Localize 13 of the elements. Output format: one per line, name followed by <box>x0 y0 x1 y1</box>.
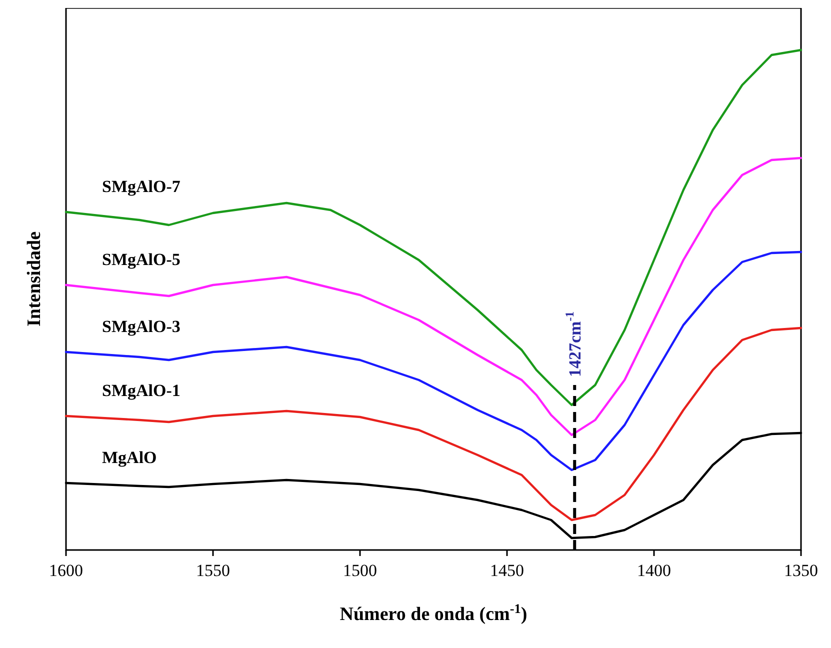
x-tick-label: 1550 <box>196 561 230 580</box>
series-label: MgAlO <box>102 448 157 467</box>
series-label: SMgAlO-1 <box>102 381 180 400</box>
x-tick-label: 1600 <box>49 561 83 580</box>
x-tick-label: 1400 <box>637 561 671 580</box>
y-axis-title: Intensidade <box>24 231 45 327</box>
x-tick-label: 1350 <box>784 561 818 580</box>
x-tick-label: 1450 <box>490 561 524 580</box>
series-label: SMgAlO-7 <box>102 177 181 196</box>
x-tick-label: 1500 <box>343 561 377 580</box>
series-label: SMgAlO-5 <box>102 250 180 269</box>
series-label: SMgAlO-3 <box>102 317 180 336</box>
x-axis-title: Número de onda (cm$^{-1}$) <box>340 600 528 625</box>
